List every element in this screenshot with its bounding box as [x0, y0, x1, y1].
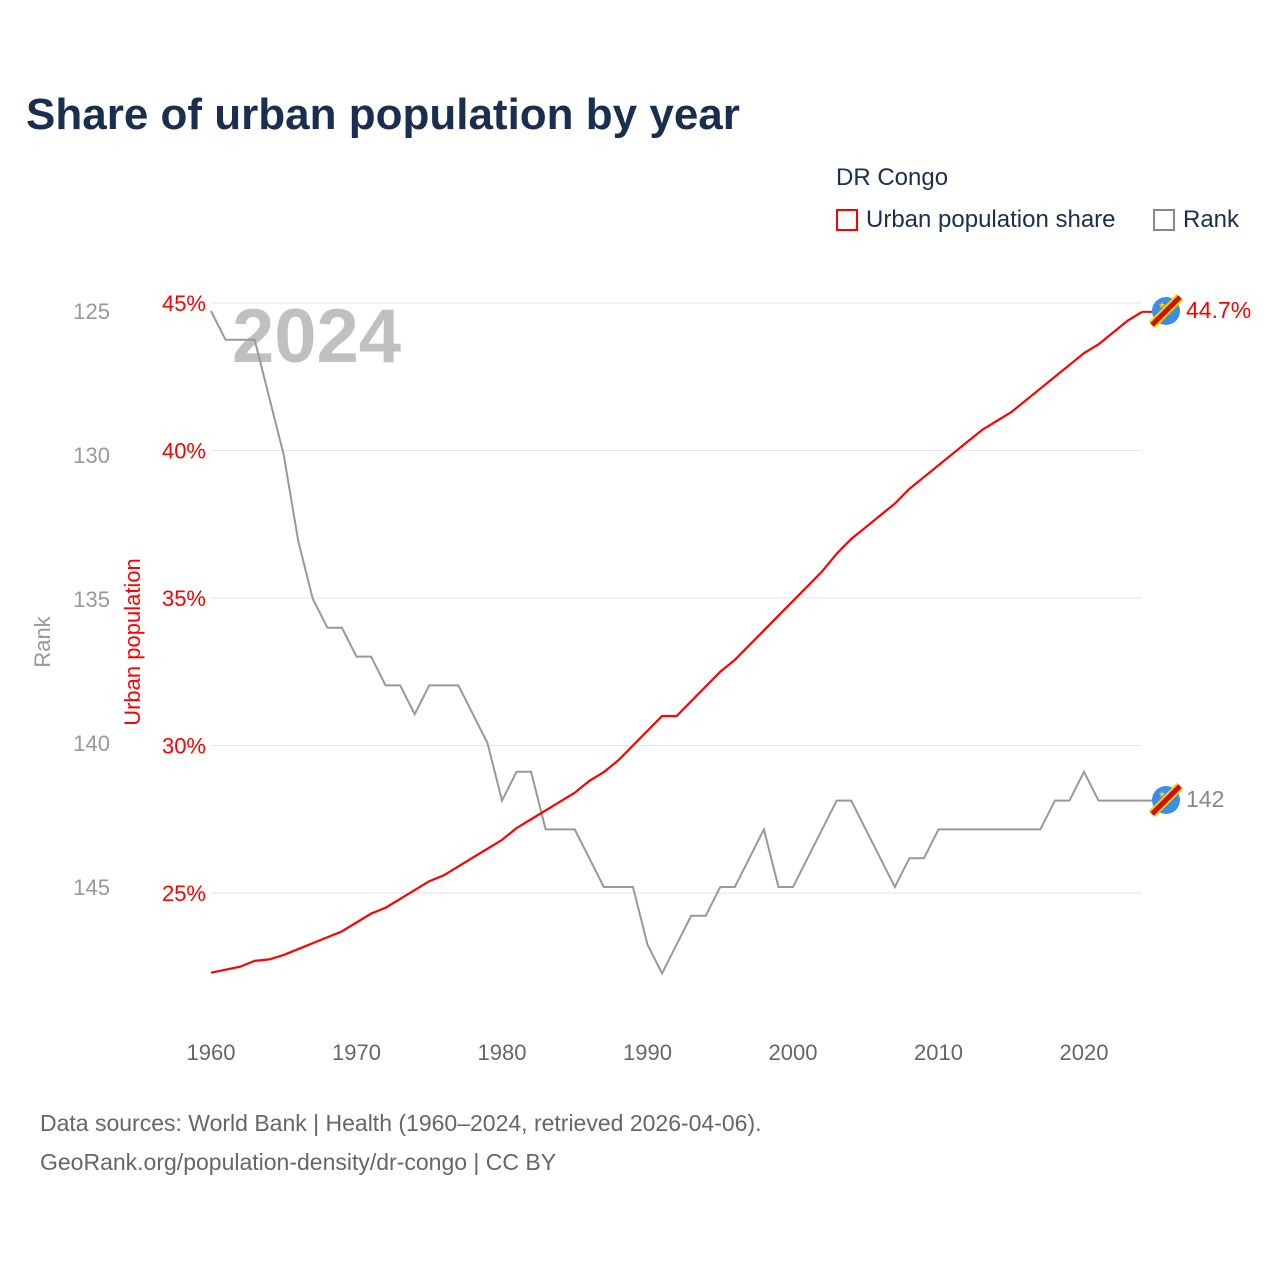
y-right-tick-label: 30%: [162, 734, 206, 759]
legend-item-rank[interactable]: Rank: [1153, 206, 1239, 234]
x-tick-label: 1970: [332, 1040, 381, 1065]
legend-swatch-rank: [1153, 209, 1175, 231]
y-right-tick-label: 45%: [162, 291, 206, 316]
end-label-urban: 44.7%: [1186, 297, 1251, 323]
y-left-tick-label: 140: [73, 731, 110, 756]
source-line-2[interactable]: GeoRank.org/population-density/dr-congo …: [40, 1149, 557, 1175]
legend-title: DR Congo: [836, 164, 949, 191]
year-watermark: 2024: [232, 294, 401, 379]
x-tick-label: 2000: [769, 1040, 818, 1065]
y-left-label: Rank: [30, 615, 55, 667]
svg-text:★: ★: [1158, 789, 1166, 799]
x-tick-label: 1960: [187, 1040, 236, 1065]
y-left-tick-label: 130: [73, 443, 110, 468]
x-tick-label: 1980: [478, 1040, 527, 1065]
legend-item-urban[interactable]: Urban population share: [836, 206, 1116, 234]
rank-line: [210, 310, 1143, 976]
legend-label-rank: Rank: [1183, 206, 1240, 233]
legend-swatch-urban: [836, 209, 858, 231]
y-left-tick-label: 125: [73, 299, 110, 324]
y-right-tick-label: 40%: [162, 439, 206, 464]
x-tick-label: 2020: [1060, 1040, 1109, 1065]
flag-icon-rank: ★: [1148, 782, 1184, 818]
y-right-tick-label: 25%: [162, 881, 206, 906]
source-line-1: Data sources: World Bank | Health (1960–…: [40, 1110, 762, 1136]
flag-icon-urban: ★: [1148, 293, 1184, 329]
y-right-label: Urban population: [120, 558, 145, 726]
y-right-tick-label: 35%: [162, 586, 206, 611]
y-left-tick-label: 145: [73, 875, 110, 900]
urban-share-line: [210, 310, 1143, 974]
y-left-tick-label: 135: [73, 587, 110, 612]
legend-label-urban: Urban population share: [866, 206, 1116, 233]
svg-text:★: ★: [1158, 300, 1166, 310]
x-tick-label: 2010: [914, 1040, 963, 1065]
end-label-rank: 142: [1186, 786, 1224, 812]
chart-title: Share of urban population by year: [26, 90, 740, 139]
x-tick-label: 1990: [623, 1040, 672, 1065]
